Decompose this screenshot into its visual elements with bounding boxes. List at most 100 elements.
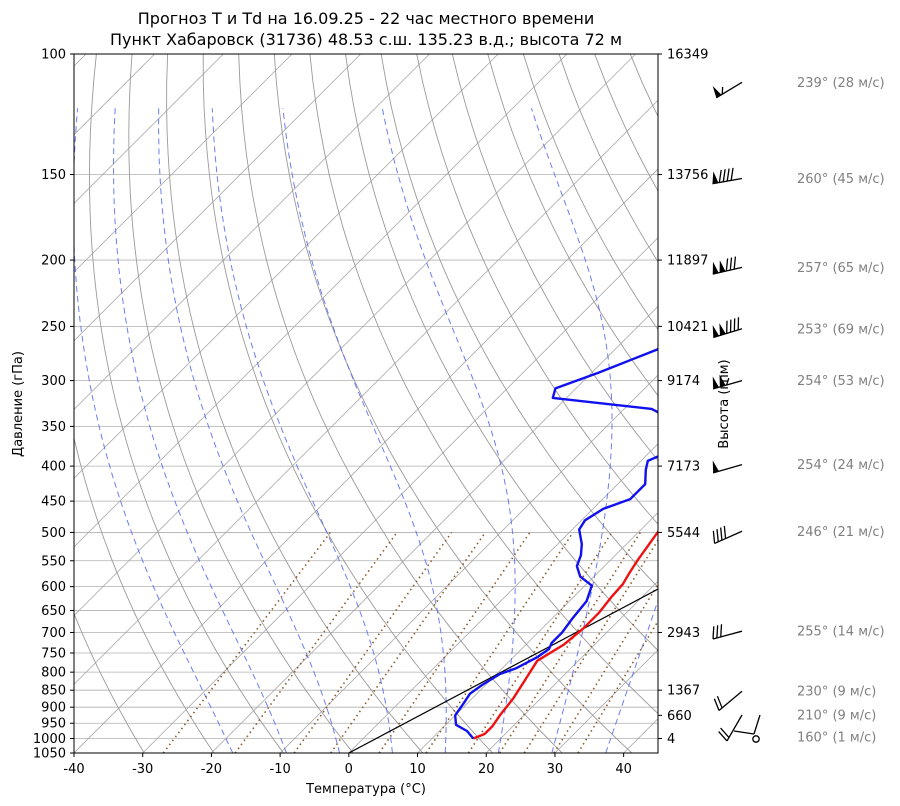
isotherm-line xyxy=(74,54,224,204)
isotherm-line xyxy=(74,54,568,548)
barb-shaft xyxy=(712,630,743,640)
height-label: 16349 xyxy=(667,48,708,63)
dry-adiabat xyxy=(74,436,215,753)
barb-pennant xyxy=(719,374,726,387)
x-tick-label: 20 xyxy=(478,762,495,777)
barb-shaft xyxy=(715,81,743,99)
wind-barb xyxy=(733,714,761,743)
barb-feather xyxy=(720,727,730,738)
barb-feather xyxy=(726,168,730,182)
wind-label: 255° (14 м/с) xyxy=(797,625,885,640)
y-tick-label: 950 xyxy=(41,717,66,732)
moist-adiabat xyxy=(211,108,393,753)
isotherm-gridlines xyxy=(74,54,658,753)
wind-barb xyxy=(713,690,743,712)
y-tick-label: 350 xyxy=(41,420,66,435)
height-label: 7173 xyxy=(667,460,700,475)
moist-adiabat xyxy=(74,108,234,753)
isotherm-line xyxy=(279,374,658,753)
x-tick-label: 30 xyxy=(547,762,564,777)
dry-adiabat xyxy=(202,54,493,753)
moist-adiabat xyxy=(158,108,341,753)
isotherm-line xyxy=(142,237,658,753)
dry-adiabat xyxy=(451,54,658,462)
mixing-ratio-line xyxy=(425,531,574,753)
y-tick-label: 200 xyxy=(41,254,66,269)
x-tick-label: -30 xyxy=(132,762,153,777)
wind-barb xyxy=(712,460,743,474)
barb-shaft xyxy=(718,690,743,712)
dewpoint-line xyxy=(454,347,658,740)
wind-label: 160° (1 м/с) xyxy=(797,731,876,746)
barb-feather xyxy=(730,167,734,181)
isotherm-line xyxy=(74,99,658,685)
mixing-ratio-line xyxy=(162,531,331,753)
barb-shaft xyxy=(712,379,743,390)
barb-feather xyxy=(722,169,726,182)
wind-barb xyxy=(712,256,743,275)
x-tick-label: -10 xyxy=(270,762,291,777)
moist-adiabat xyxy=(530,108,613,753)
mixing-ratio-line xyxy=(498,532,641,753)
wind-label: 253° (69 м/с) xyxy=(797,322,885,337)
dry-adiabat-lines xyxy=(74,54,900,753)
wind-label: 257° (65 м/с) xyxy=(797,261,885,276)
y-tick-label: 100 xyxy=(41,48,66,63)
height-label: 1367 xyxy=(667,684,700,699)
dry-adiabat xyxy=(773,54,900,753)
x-axis-label: Температура (°C) xyxy=(305,782,426,797)
barb-feather xyxy=(716,529,719,542)
barb-feather xyxy=(729,257,733,271)
x-tick-label: -40 xyxy=(63,762,84,777)
moist-adiabat xyxy=(605,599,658,753)
mixing-ratio-line xyxy=(467,532,613,753)
y-tick-label: 450 xyxy=(41,495,66,510)
dry-adiabat xyxy=(594,54,658,192)
isotherm-line xyxy=(348,443,658,753)
wind-barb xyxy=(712,81,743,99)
barb-shaft xyxy=(726,714,743,742)
wind-barb xyxy=(718,714,743,742)
dry-adiabat xyxy=(487,54,658,397)
isotherm-line xyxy=(74,54,293,273)
barb-pennant xyxy=(712,85,722,98)
barb-feather xyxy=(716,695,723,709)
barb-shaft xyxy=(713,328,743,339)
mixing-ratio-lines xyxy=(162,531,658,753)
x-tick-label: -20 xyxy=(201,762,222,777)
height-axis: 16349 13756 11897 10421 9174 7173 5544 2943 1367… xyxy=(658,48,708,747)
y-tick-label: 650 xyxy=(41,604,66,619)
dry-adiabat xyxy=(128,54,354,753)
dry-adiabat xyxy=(737,54,900,753)
isotherm-line xyxy=(417,511,658,753)
barb-feather xyxy=(713,698,720,711)
height-label: 13756 xyxy=(667,168,708,183)
wind-label: 239° (28 м/с) xyxy=(797,76,885,91)
wind-label: 254° (53 м/с) xyxy=(797,374,885,389)
barb-shaft xyxy=(753,714,761,735)
calm-circle xyxy=(752,735,760,743)
barb-feather xyxy=(726,377,730,386)
y-tick-label: 1000 xyxy=(33,732,66,747)
dry-adiabat xyxy=(74,612,145,753)
wind-label: 210° (9 м/с) xyxy=(797,708,876,723)
wind-barb xyxy=(712,624,743,640)
barb-feather xyxy=(718,169,722,183)
plot-frame xyxy=(73,53,659,754)
moist-adiabat xyxy=(282,108,447,753)
height-label: 2943 xyxy=(667,626,700,641)
y-tick-label: 500 xyxy=(41,526,66,541)
x-tick-label: 0 xyxy=(345,762,353,777)
height-label: 4 xyxy=(667,732,675,747)
moist-adiabat-lines xyxy=(74,108,658,753)
barb-feather xyxy=(720,624,723,637)
mixing-ratio-line xyxy=(523,538,658,753)
x-tick-label: 40 xyxy=(615,762,632,777)
dry-adiabat xyxy=(380,54,658,589)
barb-pennant xyxy=(712,460,719,473)
wind-barb xyxy=(712,317,743,339)
wind-label: 230° (9 м/с) xyxy=(797,685,876,700)
y-axis-label: Давление (гПа) xyxy=(11,351,26,457)
data-series xyxy=(454,347,658,740)
barb-feather xyxy=(716,625,719,638)
